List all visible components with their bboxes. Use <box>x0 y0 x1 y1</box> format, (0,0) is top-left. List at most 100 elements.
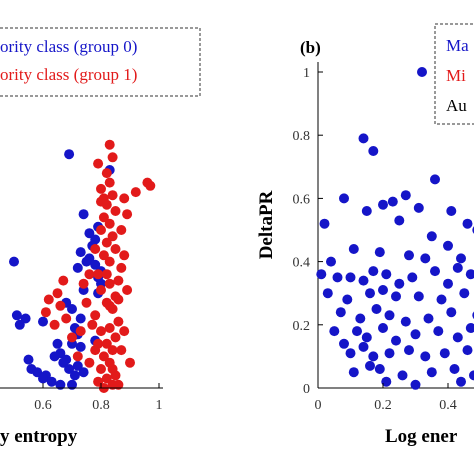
data-point <box>384 310 395 321</box>
data-point <box>119 326 130 337</box>
data-point <box>452 332 463 343</box>
panel-b-y-ticks: 0 0.2 0.4 0.6 0.8 1 <box>293 66 323 397</box>
data-point <box>110 332 121 343</box>
data-point <box>107 364 118 374</box>
data-point <box>358 341 369 352</box>
data-point <box>469 370 474 381</box>
panel-b-x-axis-title: Log ener <box>385 426 458 447</box>
data-point <box>391 335 401 346</box>
data-point <box>104 256 115 267</box>
data-point <box>368 266 379 277</box>
data-point <box>14 319 25 330</box>
data-point <box>378 285 388 295</box>
data-point <box>84 228 95 239</box>
panel-a-legend-entry-group1: ority class (group 1) <box>0 65 137 84</box>
data-point <box>101 373 112 384</box>
data-point <box>381 269 392 280</box>
data-point <box>417 67 427 77</box>
data-point <box>38 373 48 384</box>
data-point <box>107 345 118 356</box>
data-point <box>404 250 414 261</box>
data-point <box>381 376 392 387</box>
x-tick-label: 1 <box>156 398 163 413</box>
data-point <box>439 348 450 359</box>
data-point <box>342 294 353 305</box>
data-point <box>394 278 405 289</box>
data-point <box>69 370 80 381</box>
data-point <box>87 319 98 330</box>
data-point <box>433 326 444 337</box>
data-point <box>40 307 51 318</box>
data-point <box>452 262 463 273</box>
data-point <box>391 291 401 302</box>
panel-a-legend: ority class (group 0) ority class (group… <box>0 27 201 97</box>
data-point <box>345 348 356 359</box>
data-point <box>410 329 421 340</box>
data-point <box>335 307 346 318</box>
data-point <box>104 139 115 150</box>
data-point <box>459 288 470 299</box>
data-point <box>58 275 69 286</box>
data-point <box>345 272 356 283</box>
data-point <box>20 313 31 324</box>
data-point <box>462 218 473 229</box>
data-point <box>52 338 63 349</box>
data-point <box>407 272 418 283</box>
data-point <box>52 288 63 299</box>
data-point <box>96 225 106 235</box>
x-tick-label: 0.8 <box>92 398 110 413</box>
data-point <box>116 262 127 273</box>
data-point <box>358 133 369 144</box>
data-point <box>90 244 101 254</box>
data-point <box>446 307 457 318</box>
data-point <box>67 304 77 314</box>
data-point <box>98 351 109 362</box>
data-point <box>101 237 112 248</box>
data-point <box>84 357 95 368</box>
data-point <box>368 351 379 362</box>
data-point <box>78 209 89 220</box>
data-point <box>332 272 343 283</box>
data-point <box>456 376 466 387</box>
x-tick-label: 0.6 <box>34 398 52 413</box>
data-point <box>72 351 83 362</box>
data-point <box>58 357 69 368</box>
data-point <box>55 379 66 390</box>
panel-b-x-ticks: 0 0.2 0.4 <box>315 383 457 413</box>
data-point <box>67 379 77 390</box>
panel-b-tag: (b) <box>300 38 321 57</box>
data-point <box>78 278 89 289</box>
y-tick-label: 0 <box>303 382 310 397</box>
data-point <box>78 367 89 378</box>
data-point <box>96 285 106 295</box>
data-point <box>81 297 92 308</box>
data-point <box>361 332 372 343</box>
panel-b-legend-entry-au: Au <box>446 96 467 115</box>
data-point <box>93 269 104 280</box>
x-tick-label: 0 <box>315 398 322 413</box>
data-point <box>104 300 115 311</box>
data-point <box>113 275 124 286</box>
data-point <box>130 187 141 198</box>
data-point <box>75 313 86 324</box>
data-point <box>96 183 106 194</box>
data-point <box>96 326 106 337</box>
data-point <box>101 269 112 280</box>
data-point <box>352 326 362 337</box>
data-point <box>90 310 101 321</box>
data-point <box>420 351 431 362</box>
data-point <box>75 326 86 337</box>
data-point <box>339 338 349 349</box>
data-point <box>145 180 156 191</box>
data-point <box>113 294 124 305</box>
data-point <box>96 364 106 374</box>
data-point <box>67 332 77 343</box>
data-point <box>374 247 385 258</box>
data-point <box>84 269 95 280</box>
data-point <box>426 367 437 378</box>
data-point <box>465 323 474 333</box>
data-point <box>443 240 453 251</box>
data-point <box>365 360 375 371</box>
data-point <box>348 244 359 254</box>
